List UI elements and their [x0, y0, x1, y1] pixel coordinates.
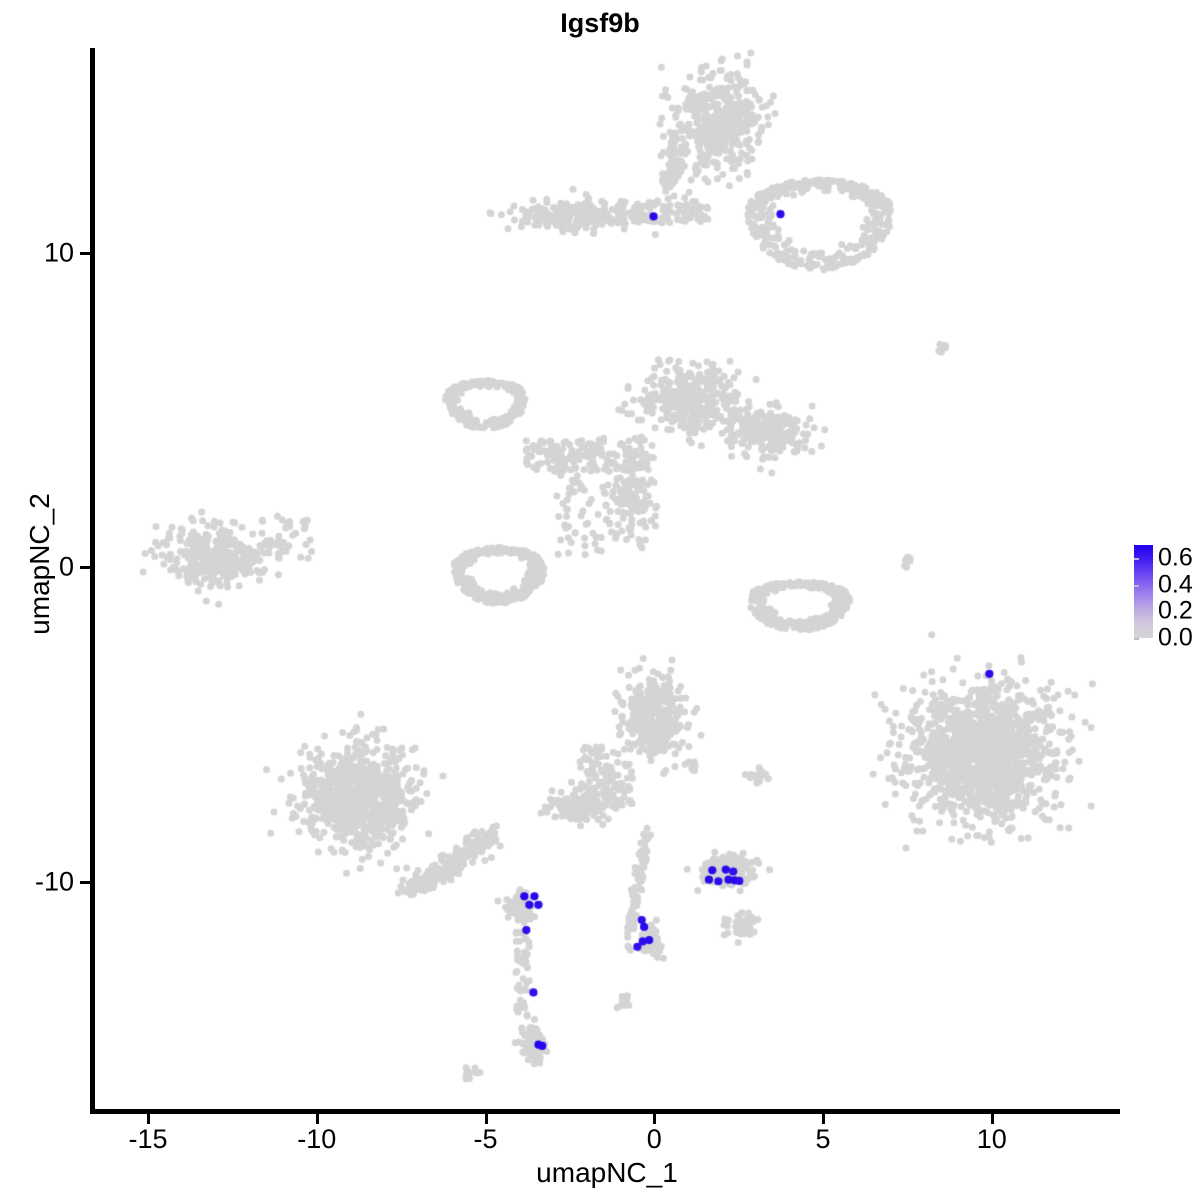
colorbar-tick-label: 0.6 [1158, 543, 1193, 572]
x-tick-mark [484, 1114, 488, 1124]
colorbar-tick-mark [1134, 584, 1139, 587]
y-tick-label: -10 [34, 866, 74, 897]
x-tick-label: 0 [646, 1124, 662, 1154]
x-axis-label: umapNC_1 [536, 1157, 678, 1188]
y-tick-label: 0 [58, 551, 74, 582]
x-tick-label: -5 [473, 1124, 498, 1154]
x-tick-mark [822, 1114, 825, 1124]
x-tick-label: 5 [815, 1124, 831, 1154]
x-tick-label: -15 [128, 1124, 168, 1154]
colorbar-tick-mark [1134, 611, 1139, 614]
colorbar-legend: 0.6 0.4 0.2 0.0 [1130, 540, 1200, 652]
colorbar-tick-mark [1134, 558, 1139, 561]
y-tick-mark [80, 881, 90, 885]
x-tick-mark [315, 1114, 319, 1124]
x-axis-line [90, 1109, 1120, 1114]
page-title: Igsf9b [560, 8, 640, 38]
colorbar-tick-label: 0.4 [1158, 570, 1193, 599]
y-tick-mark [80, 566, 90, 570]
colorbar-tick-label: 0.0 [1158, 623, 1193, 652]
colorbar-gradient [1134, 545, 1153, 638]
y-axis-label: umapNC_2 [24, 493, 55, 635]
colorbar-tick-mark [1134, 638, 1139, 640]
plot-panel [94, 48, 1120, 1112]
y-axis-line [90, 48, 95, 1114]
x-tick-mark [653, 1114, 657, 1124]
x-tick-mark [147, 1114, 150, 1124]
x-tick-mark [990, 1114, 994, 1124]
y-tick-mark [80, 251, 90, 255]
colorbar-tick-label: 0.2 [1158, 596, 1193, 625]
x-tick-label: 10 [976, 1124, 1007, 1154]
scatter-plot-canvas [94, 48, 1120, 1112]
y-tick-label: 10 [43, 237, 74, 268]
x-tick-label: -10 [297, 1124, 337, 1154]
